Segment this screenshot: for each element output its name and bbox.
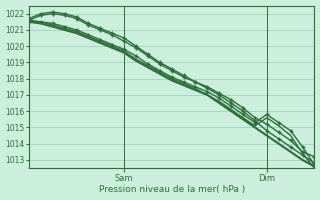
X-axis label: Pression niveau de la mer( hPa ): Pression niveau de la mer( hPa ) bbox=[99, 185, 245, 194]
